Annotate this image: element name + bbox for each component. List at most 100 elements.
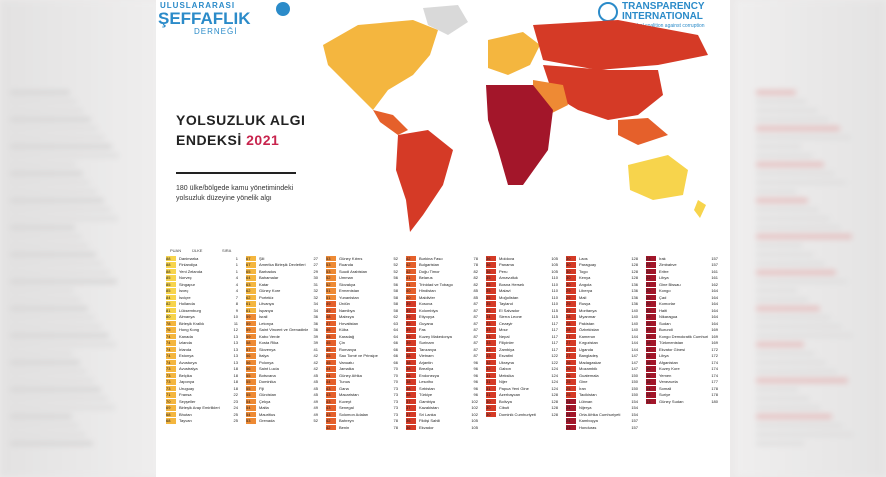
table-row: 16 Venezuela 177 (646, 379, 718, 386)
rank-cell: 136 (631, 294, 638, 300)
score-cell: 67 (246, 255, 256, 261)
country-name: Birleşik Krallık (179, 320, 205, 326)
country-name: Kazakistan (419, 405, 439, 411)
score-cell: 45 (326, 340, 336, 346)
table-row: 68 Bhutan 25 (166, 411, 238, 418)
country-name: Macaristan (339, 392, 359, 398)
country-name: Eritre (659, 268, 669, 274)
country-name: Grenada (259, 418, 275, 424)
country-name: Umman (339, 275, 354, 281)
country-name: Gine (579, 379, 588, 385)
table-row: 73 Belçika 18 (166, 372, 238, 379)
rank-cell: 157 (631, 418, 638, 424)
table-row: 53 Suudi Arabistan 52 (326, 268, 398, 275)
score-cell: 69 (166, 405, 176, 411)
table-row: 37 Sri Lanka 102 (406, 411, 478, 418)
table-row: 13 Güney Sudan 180 (646, 398, 718, 405)
country-name: Malta (259, 405, 269, 411)
country-name: Slovakya (339, 281, 356, 287)
score-cell: 62 (246, 294, 256, 300)
country-name: Doğu Timor (419, 268, 440, 274)
rank-cell: 36 (313, 314, 318, 320)
rank-cell: 10 (233, 314, 238, 320)
table-row: 38 Sırbistan 96 (406, 385, 478, 392)
rank-cell: 1 (235, 255, 238, 261)
country-name: Gana (339, 385, 349, 391)
table-row: 14 Somali 178 (646, 385, 718, 392)
table-row: 16 Yemen 174 (646, 372, 718, 379)
country-name: Estonya (179, 353, 194, 359)
table-row: 35 Bosna Hersek 110 (486, 281, 558, 288)
score-cell: 33 (486, 333, 496, 339)
rank-cell: 169 (711, 327, 718, 333)
blur-row (10, 405, 115, 410)
table-row: 51 Yunanistan 58 (326, 294, 398, 301)
blur-row (756, 297, 809, 302)
table-row: 47 Hırvatistan 63 (326, 320, 398, 327)
table-row: 36 Fildişi Sahili 105 (406, 418, 478, 425)
country-name: Orta Afrika Cumhuriyeti (579, 411, 621, 417)
rank-cell: 58 (393, 307, 398, 313)
rank-cell: 140 (631, 327, 638, 333)
score-cell: 26 (566, 359, 576, 365)
table-row: 39 Guyana 87 (406, 320, 478, 327)
map-russia (533, 20, 708, 70)
table-row: 23 Zimbabve 157 (646, 262, 718, 269)
blur-row (756, 270, 836, 275)
blur-row (756, 369, 837, 374)
score-cell: 48 (326, 314, 336, 320)
header-rank: SIRA (222, 248, 232, 253)
country-name: Singapur (179, 281, 196, 287)
globe-icon (276, 2, 290, 16)
score-cell: 68 (166, 411, 176, 417)
rank-cell: 128 (551, 405, 558, 411)
table-row: 22 Libya 161 (646, 275, 718, 282)
table-row: 55 Fiji 45 (246, 385, 318, 392)
table-row: 51 Ermenistan 58 (326, 288, 398, 295)
score-cell: 61 (246, 301, 256, 307)
country-name: İtalya (259, 353, 269, 359)
rank-cell: 78 (473, 262, 478, 268)
country-name: Kosova (419, 301, 433, 307)
table-row: 35 Malavi 110 (486, 288, 558, 295)
blur-row (10, 225, 75, 230)
table-row: 59 Saint Vincent ve Grenadinler 36 (246, 327, 318, 334)
map-asia (543, 65, 663, 120)
score-cell: 35 (486, 275, 496, 281)
rank-cell: 52 (393, 262, 398, 268)
blur-row (10, 279, 117, 284)
country-name: Nijer (499, 379, 508, 385)
blur-row (10, 369, 87, 374)
table-row: 42 Bulgaristan 78 (406, 262, 478, 269)
blur-row (10, 171, 83, 176)
score-cell: 16 (646, 372, 656, 378)
table-row: 39 Kolombiya 87 (406, 307, 478, 314)
score-cell: 51 (326, 288, 336, 294)
blur-row (10, 261, 103, 266)
rank-cell: 73 (393, 385, 398, 391)
country-name: Letonya (259, 320, 274, 326)
table-row: 44 Jamaika 70 (326, 366, 398, 373)
score-cell: 33 (486, 340, 496, 346)
score-cell: 33 (486, 327, 496, 333)
score-cell: 44 (326, 366, 336, 372)
score-cell: 76 (166, 327, 176, 333)
country-name: Litvanya (259, 301, 274, 307)
country-name: İsviçre (179, 294, 191, 300)
country-name: Azerbaycan (499, 392, 521, 398)
country-name: Myanmar (579, 314, 596, 320)
country-name: Panama (499, 262, 514, 268)
rank-cell: 82 (473, 268, 478, 274)
country-name: Çin (339, 340, 346, 346)
blur-row (756, 171, 835, 176)
table-row: 74 Kanada 13 (166, 333, 238, 340)
rank-cell: 96 (473, 372, 478, 378)
logo-line-1: ULUSLARARASI (160, 1, 236, 10)
ranking-column: 88 Danimarka 1 88 Finlandiya 1 88 Yeni Zelanda 1… (166, 255, 238, 424)
score-cell: 16 (646, 379, 656, 385)
score-cell: 73 (166, 379, 176, 385)
rank-cell: 70 (393, 372, 398, 378)
table-row: 53 Grenada 52 (246, 418, 318, 425)
country-name: Bahreyn (339, 418, 354, 424)
rank-cell: 78 (393, 418, 398, 424)
